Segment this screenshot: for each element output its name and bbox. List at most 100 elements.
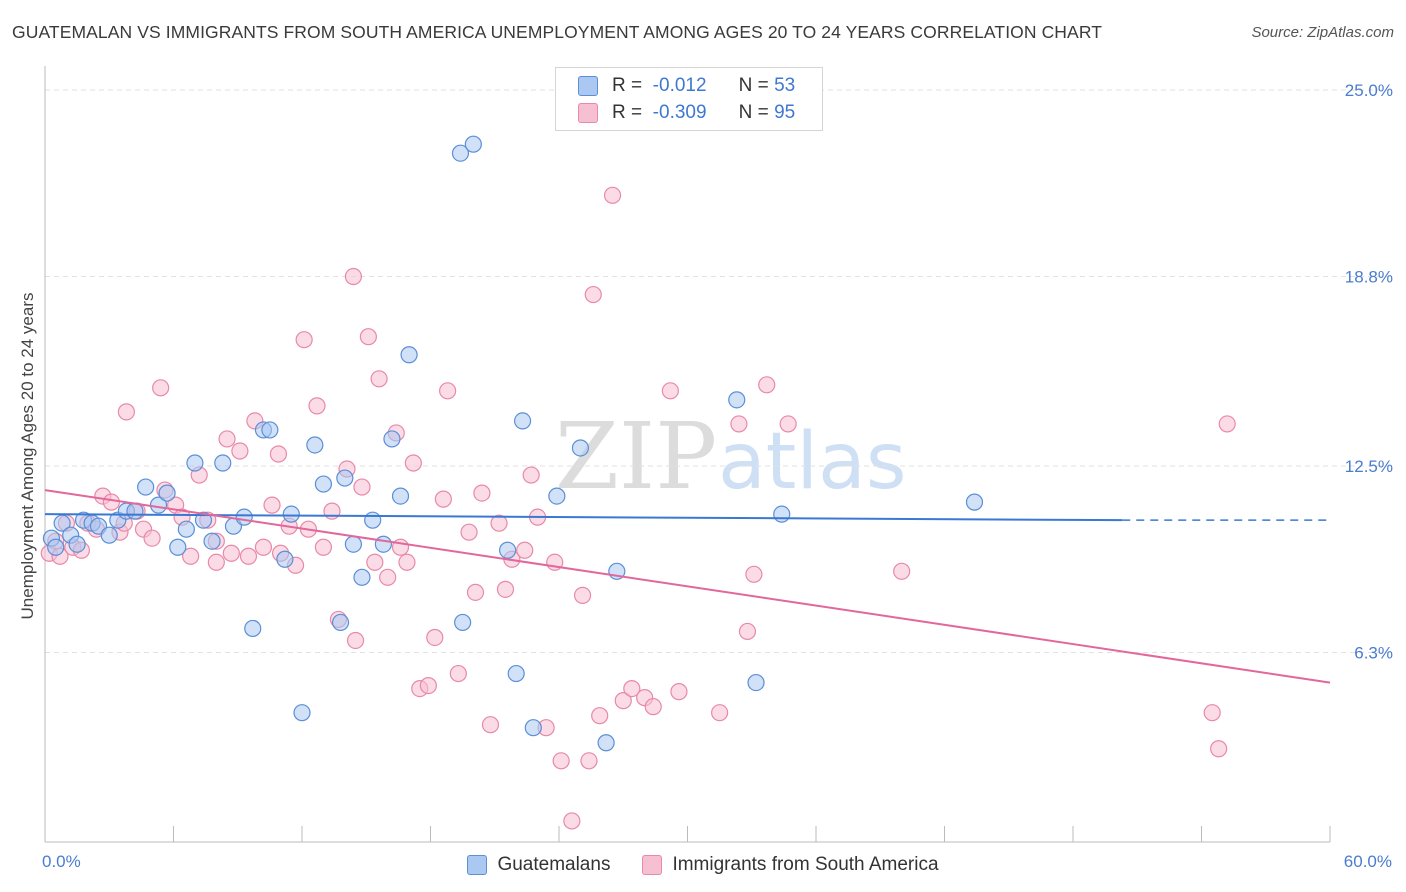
guatemalans-point [364, 511, 382, 529]
immigrants-point [623, 680, 641, 698]
guatemalans-point [47, 538, 65, 556]
immigrants-point [379, 568, 397, 586]
grid [45, 89, 1392, 654]
immigrants-point [1218, 415, 1236, 433]
immigrants-point [730, 415, 748, 433]
immigrants-point [1203, 704, 1221, 722]
guatemalans-point [383, 430, 401, 448]
guatemalans-point [451, 144, 470, 162]
immigrants-point [366, 553, 384, 571]
watermark-atlas: atlas [718, 417, 907, 507]
guatemalans-point [454, 613, 472, 632]
legend-row-guatemalans: R = -0.012 N = 53 [578, 73, 795, 99]
immigrants-point [573, 586, 592, 604]
legend-label-guatemalans: Guatemalans [497, 854, 611, 875]
guatemalans-point [293, 704, 311, 722]
trend-lines [44, 489, 1331, 684]
guatemalans-point [137, 478, 155, 496]
immigrants-point [614, 692, 632, 710]
guatemalans-point [513, 412, 532, 430]
legend-swatch-pink [578, 103, 598, 123]
immigrants-point [603, 186, 622, 204]
immigrants-point [473, 484, 491, 502]
immigrants-point [591, 707, 609, 725]
immigrants-point [263, 496, 281, 514]
immigrants-point [344, 267, 362, 286]
legend-r-value: -0.012 [652, 75, 707, 96]
immigrants-point [893, 562, 911, 580]
guatemalans-point [524, 719, 542, 737]
immigrants-point [584, 285, 602, 304]
x-tick-label-max: 60.0% [1343, 852, 1392, 871]
immigrants-point [182, 547, 200, 565]
immigrants-point [466, 583, 485, 601]
guatemalans-point [597, 734, 615, 752]
immigrants-point [496, 580, 515, 598]
immigrants-point [563, 812, 581, 830]
correlation-legend: R = -0.012 N = 53 R = -0.309 N = 95 [555, 67, 823, 131]
guatemalans-trend-line [44, 513, 1123, 522]
guatemalans-point [177, 520, 195, 538]
immigrants-point [359, 328, 377, 346]
series-legend: Guatemalans Immigrants from South Americ… [0, 852, 1406, 878]
legend-row-immigrants: R = -0.309 N = 95 [578, 100, 795, 126]
guatemalans-point [282, 505, 300, 523]
immigrants-point [222, 544, 240, 562]
legend-swatch-blue [578, 76, 598, 96]
guatemalans-point [126, 502, 144, 520]
guatemalans-point [499, 541, 517, 559]
immigrants-point [439, 382, 457, 400]
immigrants-point [239, 547, 258, 565]
guatemalans-point [203, 532, 221, 550]
immigrants-point [745, 565, 763, 583]
legend-swatch-blue [467, 855, 488, 875]
immigrants-point [670, 683, 688, 701]
legend-n-value: 53 [774, 75, 796, 96]
immigrants-point [254, 538, 273, 556]
guatemalans-point [244, 619, 262, 638]
guatemalans-point [571, 439, 590, 457]
immigrants-point [218, 430, 236, 448]
legend-r-label: R = [612, 75, 643, 96]
immigrants-point [308, 397, 326, 415]
immigrants-point [758, 376, 776, 394]
guatemalans-point [214, 454, 232, 472]
immigrants-point [516, 541, 534, 559]
immigrants-point [779, 415, 797, 433]
guatemalans-point [353, 568, 371, 586]
immigrants-point [207, 553, 225, 571]
immigrants-point [152, 379, 170, 397]
immigrants-point [269, 445, 288, 463]
immigrants-point [353, 478, 371, 496]
guatemalans-point [100, 526, 118, 544]
guatemalans-point [747, 673, 765, 692]
watermark-zip: ZIP [555, 403, 717, 510]
guatemalans-point [336, 469, 354, 487]
immigrants-trend-line [44, 489, 1331, 684]
legend-n-label: N = [738, 102, 769, 123]
legend-label-immigrants: Immigrants from South America [672, 854, 939, 875]
legend-r-label: R = [612, 102, 643, 123]
immigrants-point [490, 514, 508, 532]
immigrants-point [295, 331, 313, 349]
legend-item-immigrants[interactable]: Immigrants from South America [642, 854, 939, 876]
immigrants-point [738, 622, 757, 641]
immigrants-point [434, 490, 452, 508]
guatemalans-point [306, 436, 324, 454]
x-tick-label-min: 0.0% [42, 852, 81, 871]
guatemalans-point [400, 346, 418, 364]
legend-r-value: -0.309 [652, 102, 707, 123]
guatemalans-point [169, 538, 187, 556]
immigrants-point [552, 752, 570, 770]
legend-item-guatemalans[interactable]: Guatemalans [467, 854, 610, 876]
guatemalans-point [235, 508, 253, 526]
immigrants-point [644, 698, 662, 716]
guatemalans-point [331, 613, 350, 632]
immigrants-point [426, 628, 444, 647]
guatemalans-point [186, 454, 204, 472]
immigrants-point [370, 370, 388, 388]
guatemalans-point [344, 535, 362, 553]
legend-swatch-pink [642, 855, 663, 875]
immigrants-point [404, 454, 422, 472]
